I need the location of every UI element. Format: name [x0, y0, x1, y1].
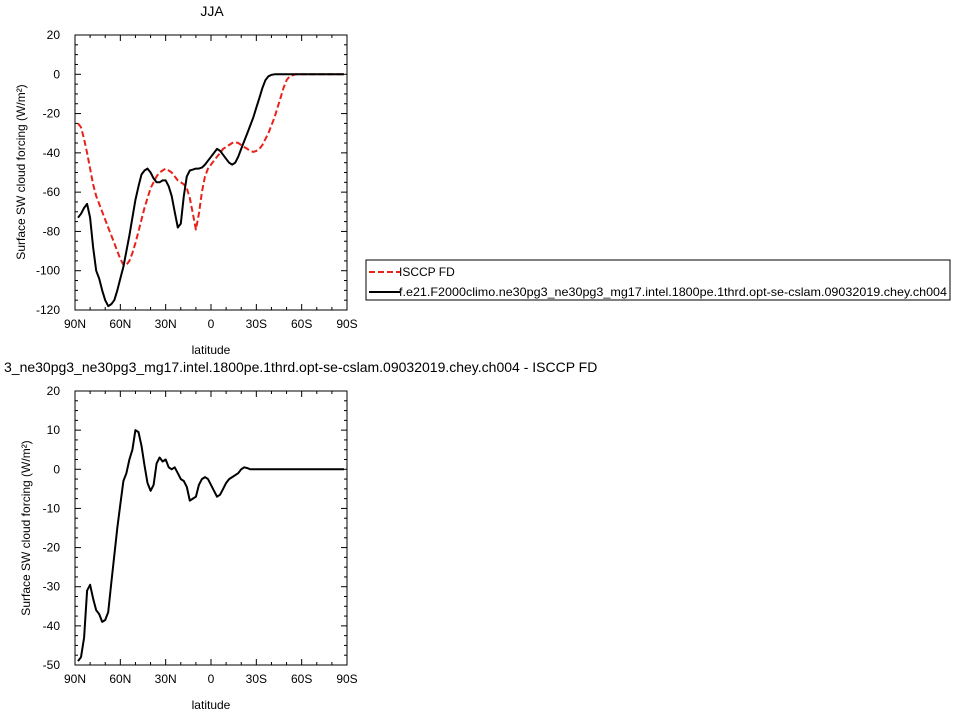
bottom-chart-ytick-label: -30	[43, 580, 61, 594]
legend-label-model: f.e21.F2000climo.ne30pg3_ne30pg3_mg17.in…	[399, 285, 947, 299]
bottom-chart-ylabel: Surface SW cloud forcing (W/m²)	[19, 440, 33, 615]
top-chart-series-layer	[77, 73, 344, 308]
bottom-chart-ytick-label: 20	[47, 384, 61, 398]
bottom-chart-series-line-1	[77, 429, 344, 662]
bottom-chart-ytick-label: -50	[43, 658, 61, 672]
bottom-chart-ytick-label: 10	[47, 423, 61, 437]
bottom-chart-xlabel: latitude	[192, 698, 231, 712]
bottom-chart-ticks: 90N 60N 30N 0 30S 60S 90S -50 -40 -30 -20 -10 0 10 20	[43, 384, 358, 686]
bottom-chart-frame	[74, 390, 348, 666]
bottom-chart-xtick-label: 60N	[109, 672, 131, 686]
top-chart-xtick-label: 0	[208, 317, 215, 331]
bottom-chart-title: 3_ne30pg3_ne30pg3_mg17.intel.1800pe.1thr…	[4, 359, 597, 375]
top-chart-xtick-label: 30N	[155, 317, 177, 331]
top-chart-ytick-label: -20	[43, 107, 61, 121]
bottom-chart-xtick-label: 0	[208, 672, 215, 686]
top-chart-plot: 90N 60N 30N 0 30S 60S 90S -120 -100 -80 -60 -40 -20 0…	[14, 28, 358, 357]
legend-label-isccp: ISCCP FD	[399, 265, 455, 279]
bottom-chart-ytick-label: -10	[43, 501, 61, 515]
bottom-chart-xtick-label: 90S	[336, 672, 357, 686]
top-chart-series-line-2	[77, 73, 344, 308]
top-chart-frame	[74, 34, 348, 311]
top-chart-xtick-label: 90N	[64, 317, 86, 331]
bottom-chart-ytick-label: -20	[43, 541, 61, 555]
top-chart-xtick-label: 60N	[109, 317, 131, 331]
top-chart-xtick-label: 30S	[246, 317, 267, 331]
top-chart-ytick-label: -60	[43, 185, 61, 199]
top-chart-ytick-label: -40	[43, 146, 61, 160]
bottom-chart-plot: 90N 60N 30N 0 30S 60S 90S-50-40-30-20-1001020 …	[19, 384, 358, 712]
top-chart-ylabel: Surface SW cloud forcing (W/m²)	[14, 84, 28, 259]
bottom-chart-ytick-label: -40	[43, 619, 61, 633]
top-chart-ytick-label: 20	[47, 28, 61, 42]
bottom-chart-series-layer	[77, 429, 344, 662]
top-chart-series-line-1	[77, 73, 344, 266]
top-chart-xlabel: latitude	[192, 343, 231, 357]
top-chart-ytick-label: -80	[43, 224, 61, 238]
top-chart-ticks: 90N 60N 30N 0 30S 60S 90S -120 -100 -80 -60 -40 -20 0…	[36, 28, 358, 331]
bottom-chart-xtick-label: 30S	[246, 672, 267, 686]
top-chart-xtick-label: 90S	[336, 317, 357, 331]
bottom-chart-ytick-label: 0	[53, 462, 60, 476]
legend: ISCCP FD f.e21.F2000climo.ne30pg3_ne30pg…	[365, 259, 951, 301]
bottom-chart-xtick-label: 60S	[291, 672, 312, 686]
top-chart-ytick-label: 0	[53, 67, 60, 81]
bottom-chart-xtick-label: 90N	[64, 672, 86, 686]
bottom-chart-xtick-label: 30N	[155, 672, 177, 686]
top-chart-ytick-label: -120	[36, 303, 60, 317]
legend-box	[365, 259, 951, 301]
top-chart-xtick-label: 60S	[291, 317, 312, 331]
top-chart-ytick-label: -100	[36, 264, 60, 278]
top-chart-title: JJA	[200, 3, 224, 19]
